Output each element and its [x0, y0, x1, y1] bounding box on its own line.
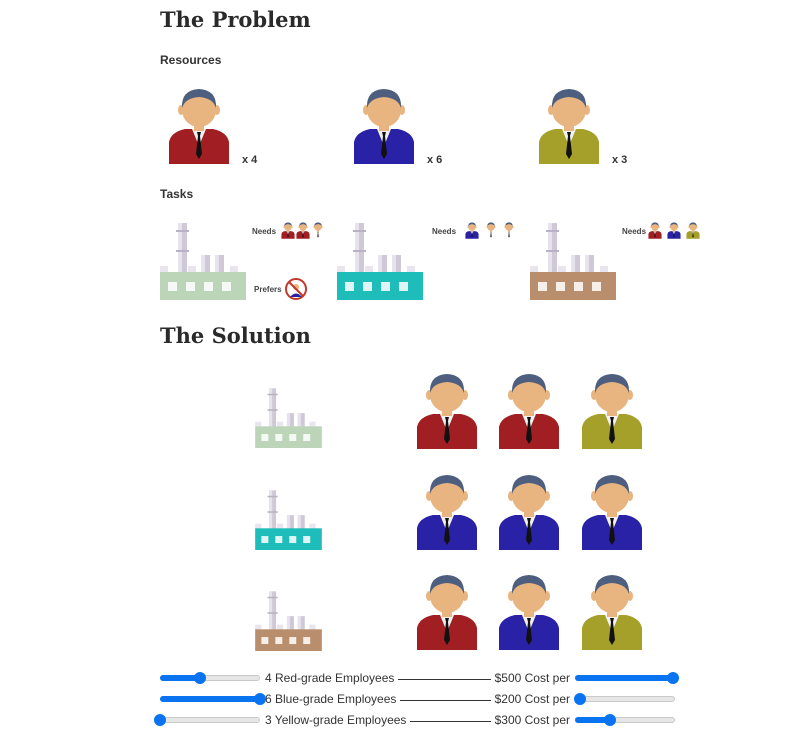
task3-need-2: [667, 221, 681, 239]
light-green-factory-icon: [160, 223, 246, 300]
red-control-row: 4 Red-grade Employees $500 Cost per: [160, 669, 679, 687]
yellow-employee-icon: [582, 374, 642, 449]
red-employee-icon: [417, 374, 477, 449]
brown-factory-icon: [530, 223, 616, 300]
solution-row2-factory: [255, 488, 322, 550]
slider-thumb[interactable]: [604, 714, 616, 726]
solution-row1-factory: [255, 386, 322, 448]
task-brown-factory: [530, 220, 616, 300]
task1-need-3: [311, 221, 325, 239]
task-light-green-factory: [160, 220, 246, 300]
neutral-employee-icon: [484, 222, 498, 239]
red-employee-icon: [296, 222, 310, 239]
blue-employee-icon: [667, 222, 681, 239]
yellow-employee-icon: [582, 575, 642, 650]
divider-line: [410, 720, 491, 722]
red-count-slider[interactable]: [160, 669, 260, 687]
task2-need-2: [484, 221, 498, 239]
divider-line: [398, 678, 491, 680]
solution-row3-factory: [255, 589, 322, 651]
light-green-factory-icon: [255, 388, 322, 448]
solution-row2-employee-3: [580, 470, 644, 550]
resource-red: [167, 84, 231, 164]
red-employee-icon: [499, 374, 559, 449]
task3-need-3: [686, 221, 700, 239]
blue-employee-icon: [582, 475, 642, 550]
blue-employees-label: 6 Blue-grade Employees: [265, 692, 397, 706]
red-employee-icon: [169, 89, 229, 164]
slider-thumb[interactable]: [667, 672, 679, 684]
task1-need-2: [296, 221, 310, 239]
solution-row1-employee-1: [415, 369, 479, 449]
yellow-employee-icon: [686, 222, 700, 239]
teal-factory-icon: [255, 490, 322, 550]
blue-employee-icon: [417, 475, 477, 550]
red-employee-icon: [648, 222, 662, 239]
blue-control-row: 6 Blue-grade Employees $200 Cost per: [160, 690, 675, 708]
solution-row1-employee-3: [580, 369, 644, 449]
neutral-employee-icon: [502, 222, 516, 239]
yellow-cost-slider[interactable]: [575, 711, 675, 729]
resource-blue: [352, 84, 416, 164]
red-employee-icon: [281, 222, 295, 239]
neutral-employee-icon: [311, 222, 325, 239]
task2-need-1: [465, 221, 479, 239]
yellow-count-slider[interactable]: [154, 711, 260, 729]
task1-prefers-label: Prefers: [254, 285, 282, 294]
solution-title: The Solution: [160, 323, 311, 348]
task1-needs-label: Needs: [252, 227, 277, 236]
blue-employee-icon: [499, 575, 559, 650]
slider-thumb[interactable]: [194, 672, 206, 684]
solution-row3-employee-1: [415, 570, 479, 650]
solution-row2-employee-1: [415, 470, 479, 550]
red-cost-slider[interactable]: [575, 669, 679, 687]
resources-heading: Resources: [160, 53, 222, 67]
task1-needs-list: [281, 221, 295, 244]
solution-row3-employee-3: [580, 570, 644, 650]
blue-employee-icon: [499, 475, 559, 550]
no-blue-employee-icon: [285, 278, 307, 300]
blue-count-slider[interactable]: [160, 690, 266, 708]
task-teal-factory: [337, 220, 423, 300]
blue-cost-slider[interactable]: [574, 690, 675, 708]
tasks-heading: Tasks: [160, 187, 194, 201]
task3-needs-label: Needs: [622, 227, 647, 236]
red-cost-label: $500 Cost per: [494, 671, 570, 685]
task2-need-3: [502, 221, 516, 239]
solution-row2-employee-2: [497, 470, 561, 550]
slider-thumb[interactable]: [254, 693, 266, 705]
yellow-employee-icon: [539, 89, 599, 164]
blue-employee-icon: [465, 222, 479, 239]
task3-need-1: [648, 221, 662, 239]
yellow-control-row: 3 Yellow-grade Employees $300 Cost per: [154, 711, 675, 729]
teal-factory-icon: [337, 223, 423, 300]
yellow-count: x 3: [612, 154, 628, 166]
brown-factory-icon: [255, 591, 322, 651]
red-count: x 4: [242, 154, 258, 166]
problem-title: The Problem: [160, 7, 311, 32]
blue-count: x 6: [427, 154, 443, 166]
red-employee-icon: [417, 575, 477, 650]
divider-line: [400, 699, 491, 701]
blue-employee-icon: [354, 89, 414, 164]
yellow-cost-label: $300 Cost per: [494, 713, 570, 727]
solution-row1-employee-2: [497, 369, 561, 449]
red-employees-label: 4 Red-grade Employees: [265, 671, 395, 685]
resource-yellow: [537, 84, 601, 164]
slider-thumb[interactable]: [574, 693, 586, 705]
solution-row3-employee-2: [497, 570, 561, 650]
slider-thumb[interactable]: [154, 714, 166, 726]
yellow-employees-label: 3 Yellow-grade Employees: [265, 713, 407, 727]
task2-needs-label: Needs: [432, 227, 457, 236]
blue-cost-label: $200 Cost per: [494, 692, 570, 706]
